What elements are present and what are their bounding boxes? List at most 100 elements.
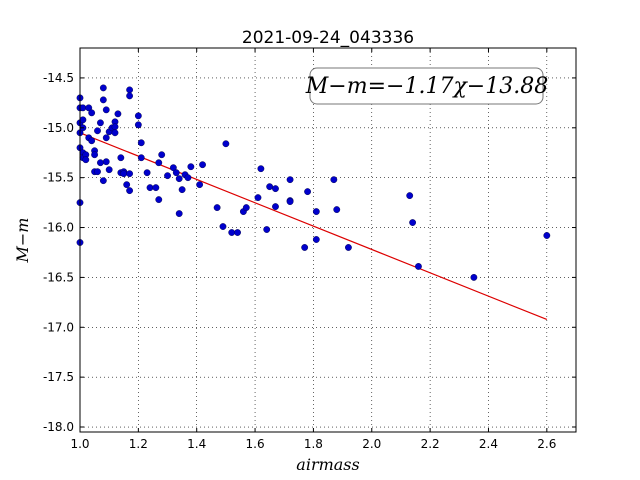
y-axis-label: M−m [13, 218, 32, 264]
x-tick-label: 2.4 [479, 437, 498, 451]
data-point [143, 169, 151, 177]
grid-lines [79, 48, 576, 432]
data-point [88, 137, 96, 145]
data-point [286, 176, 294, 184]
data-point [222, 140, 230, 148]
data-point [263, 226, 271, 233]
data-point [155, 159, 163, 167]
data-point [345, 244, 352, 251]
x-tick-label: 1.0 [70, 437, 89, 451]
data-point [134, 121, 142, 129]
data-point [175, 210, 183, 217]
points-layer [76, 84, 551, 281]
data-point [117, 154, 125, 162]
data-point [123, 181, 131, 189]
plot-area [80, 48, 576, 432]
data-point [312, 208, 320, 215]
chart-title: 2021-09-24_043336 [242, 28, 414, 48]
y-tick-label: -15.0 [43, 121, 74, 135]
data-point [254, 194, 262, 202]
data-point [94, 168, 101, 176]
ticks-layer: 1.0 1.2 1.4 1.6 1.8 2.0 2.2 2.4 2.6 -14.5 -15.0 -15… [43, 48, 576, 451]
x-tick-label: 1.2 [129, 437, 148, 451]
x-tick-label: 2.2 [421, 437, 440, 451]
data-point [175, 175, 183, 183]
equation-annotation: M−m=−1.17χ−13.88 [305, 67, 548, 105]
data-point [164, 172, 171, 180]
data-point [102, 158, 110, 166]
data-point [406, 192, 414, 200]
data-point [415, 263, 422, 270]
data-point [184, 174, 192, 182]
data-point [286, 198, 294, 206]
data-point [242, 204, 250, 211]
data-point [213, 204, 221, 211]
data-point [97, 159, 104, 167]
data-point [272, 203, 279, 210]
data-point [126, 187, 134, 195]
data-point [82, 156, 90, 164]
x-tick-label: 2.6 [537, 437, 556, 451]
data-point [187, 163, 195, 171]
y-tick-label: -17.0 [43, 320, 74, 334]
data-point [178, 186, 186, 194]
x-axis-label: airmass [296, 455, 359, 474]
y-tick-label: -17.5 [43, 370, 74, 384]
data-point [111, 123, 119, 131]
data-point [137, 139, 145, 147]
data-point [99, 84, 107, 92]
x-tick-label: 1.8 [304, 437, 323, 451]
data-point [146, 184, 154, 192]
data-point [120, 170, 128, 178]
data-point [137, 154, 145, 162]
data-point [172, 169, 180, 177]
annotation-box [309, 67, 544, 105]
y-tick-label: -18.0 [43, 420, 74, 434]
data-point [102, 134, 110, 142]
plot-frame [79, 47, 577, 433]
x-tick-label: 1.6 [246, 437, 265, 451]
data-point [196, 181, 204, 189]
y-tick-label: -16.0 [43, 221, 74, 235]
data-point [91, 151, 98, 159]
data-point [111, 129, 119, 137]
data-point [94, 127, 101, 135]
data-point [333, 206, 341, 213]
data-point [126, 86, 134, 94]
data-point [99, 96, 107, 104]
data-point [219, 223, 227, 230]
data-point [169, 164, 177, 172]
data-point [543, 232, 551, 239]
data-point [79, 116, 87, 124]
y-tick-label: -14.5 [43, 71, 74, 85]
data-point [105, 166, 113, 174]
data-point [85, 104, 93, 112]
y-tick-label: -16.5 [43, 270, 74, 284]
data-point [272, 185, 279, 193]
data-point [126, 170, 134, 178]
data-point [126, 92, 134, 100]
annotation-text: M−m=−1.17χ−13.88 [305, 74, 548, 99]
data-point [304, 188, 311, 196]
data-point [97, 119, 104, 127]
data-point [88, 109, 96, 117]
data-point [470, 274, 478, 281]
data-point [312, 236, 320, 243]
data-point [114, 110, 122, 118]
y-tick-label: -15.5 [43, 171, 74, 185]
data-point [330, 176, 338, 184]
data-point [158, 151, 166, 159]
data-point [409, 219, 417, 226]
data-point [102, 106, 110, 114]
data-point [199, 161, 206, 169]
data-point [257, 165, 265, 173]
x-tick-label: 1.4 [187, 437, 206, 451]
data-point [155, 196, 163, 204]
data-point [79, 104, 87, 112]
data-point [99, 177, 107, 185]
data-point [134, 112, 142, 120]
data-point [301, 244, 309, 251]
data-point [266, 183, 274, 191]
data-point [228, 229, 236, 236]
